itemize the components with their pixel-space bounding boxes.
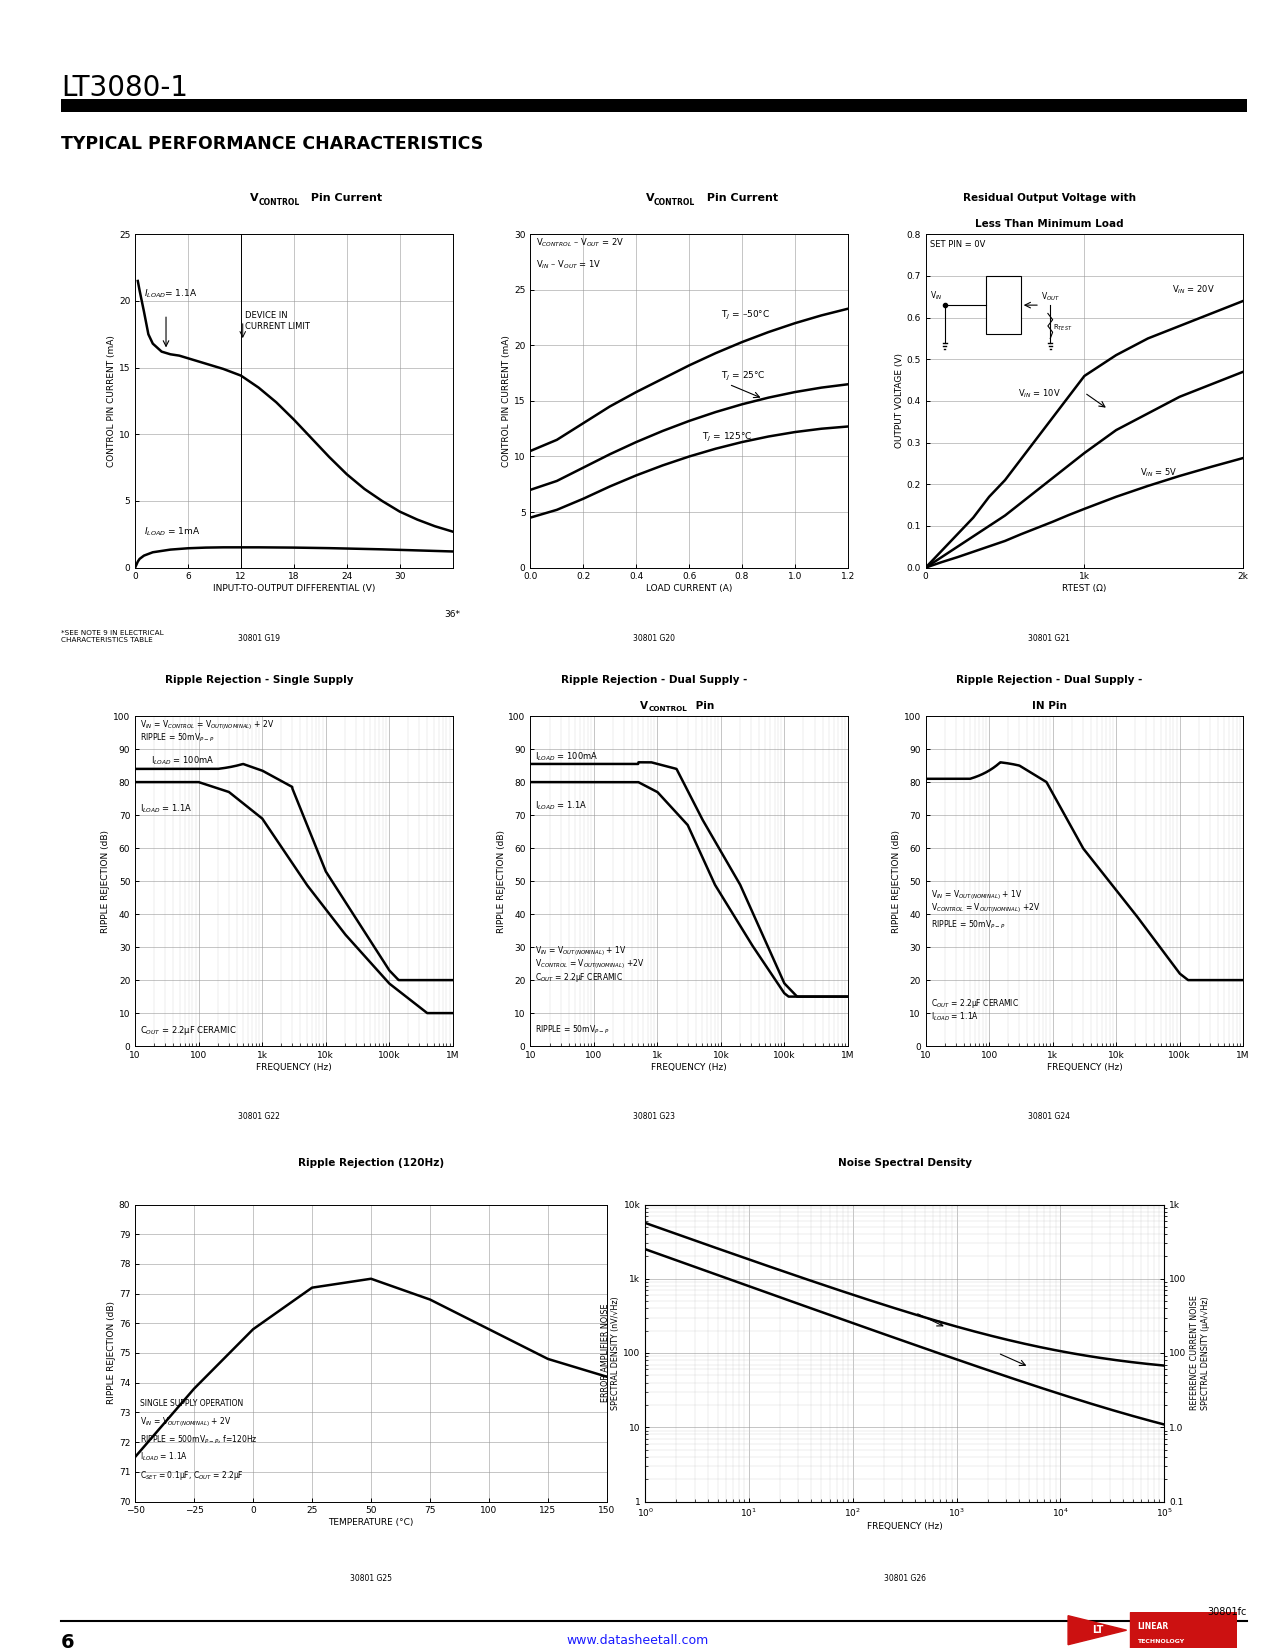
X-axis label: TEMPERATURE (°C): TEMPERATURE (°C): [329, 1518, 413, 1528]
Text: V$_{CONTROL}$ = V$_{OUT(NOMINAL)}$ +2V: V$_{CONTROL}$ = V$_{OUT(NOMINAL)}$ +2V: [931, 901, 1040, 916]
Y-axis label: REFERENCE CURRENT NOISE
SPECTRAL DENSITY (μA/√Hz): REFERENCE CURRENT NOISE SPECTRAL DENSITY…: [1191, 1295, 1210, 1411]
Text: I$_{LOAD}$ = 1.1A: I$_{LOAD}$ = 1.1A: [931, 1011, 979, 1023]
Text: V: V: [645, 193, 654, 203]
Text: RIPPLE = 50mV$_{P-P}$: RIPPLE = 50mV$_{P-P}$: [931, 919, 1005, 931]
Text: Ripple Rejection - Dual Supply -: Ripple Rejection - Dual Supply -: [956, 675, 1142, 685]
Text: RIPPLE = 50mV$_{P-P}$: RIPPLE = 50mV$_{P-P}$: [140, 733, 214, 744]
Text: T$_J$ = 25°C: T$_J$ = 25°C: [720, 370, 766, 383]
X-axis label: FREQUENCY (Hz): FREQUENCY (Hz): [652, 1063, 727, 1073]
Text: I$_{LOAD}$ = 100mA: I$_{LOAD}$ = 100mA: [536, 751, 599, 762]
Text: Less Than Minimum Load: Less Than Minimum Load: [975, 219, 1123, 229]
Y-axis label: RIPPLE REJECTION (dB): RIPPLE REJECTION (dB): [496, 830, 505, 932]
Text: T$_J$ = 125°C: T$_J$ = 125°C: [703, 431, 754, 444]
Text: 30801 G21: 30801 G21: [1029, 634, 1070, 642]
Text: Pin: Pin: [692, 701, 714, 711]
Text: Ripple Rejection - Single Supply: Ripple Rejection - Single Supply: [164, 675, 353, 685]
Text: CONTROL: CONTROL: [654, 198, 695, 206]
Y-axis label: OUTPUT VOLTAGE (V): OUTPUT VOLTAGE (V): [895, 353, 904, 449]
Y-axis label: RIPPLE REJECTION (dB): RIPPLE REJECTION (dB): [107, 1302, 116, 1404]
Y-axis label: ERROR AMPLIFIER NOISE
SPECTRAL DENSITY (nV/√Hz): ERROR AMPLIFIER NOISE SPECTRAL DENSITY (…: [601, 1297, 620, 1409]
Text: V$_{IN}$: V$_{IN}$: [931, 289, 944, 302]
Text: V$_{IN}$ = 20V: V$_{IN}$ = 20V: [1172, 284, 1215, 295]
Text: $I_{LOAD}$ = 1mA: $I_{LOAD}$ = 1mA: [144, 525, 200, 538]
X-axis label: LOAD CURRENT (A): LOAD CURRENT (A): [646, 584, 732, 594]
Text: SET PIN = 0V: SET PIN = 0V: [931, 239, 986, 249]
Text: C$_{OUT}$ = 2.2μF CERAMIC: C$_{OUT}$ = 2.2μF CERAMIC: [931, 998, 1019, 1010]
Text: V$_{CONTROL}$ – V$_{OUT}$ = 2V: V$_{CONTROL}$ – V$_{OUT}$ = 2V: [536, 236, 623, 249]
Text: I$_{LOAD}$ = 1.1A: I$_{LOAD}$ = 1.1A: [140, 804, 193, 815]
Text: Noise Spectral Density: Noise Spectral Density: [838, 1158, 972, 1168]
X-axis label: RTEST (Ω): RTEST (Ω): [1062, 584, 1107, 594]
Text: 30801fc: 30801fc: [1207, 1607, 1247, 1617]
Text: *SEE NOTE 9 IN ELECTRICAL
CHARACTERISTICS TABLE: *SEE NOTE 9 IN ELECTRICAL CHARACTERISTIC…: [61, 630, 163, 644]
Text: SINGLE SUPPLY OPERATION: SINGLE SUPPLY OPERATION: [140, 1399, 244, 1409]
Y-axis label: CONTROL PIN CURRENT (mA): CONTROL PIN CURRENT (mA): [502, 335, 511, 467]
Text: I$_{LOAD}$ = 1.1A: I$_{LOAD}$ = 1.1A: [140, 1450, 187, 1464]
Text: C$_{SET}$ = 0.1μF, C$_{OUT}$ = 2.2μF: C$_{SET}$ = 0.1μF, C$_{OUT}$ = 2.2μF: [140, 1468, 244, 1482]
Bar: [986, 276, 1021, 335]
Text: I$_{LOAD}$ = 1.1A: I$_{LOAD}$ = 1.1A: [536, 800, 588, 812]
Text: I$_{LOAD}$ = 100mA: I$_{LOAD}$ = 100mA: [152, 756, 214, 767]
Y-axis label: RIPPLE REJECTION (dB): RIPPLE REJECTION (dB): [101, 830, 110, 932]
Text: 30801 G20: 30801 G20: [634, 634, 674, 642]
Text: RIPPLE = 50mV$_{P-P}$: RIPPLE = 50mV$_{P-P}$: [536, 1025, 609, 1036]
Text: 36*: 36*: [445, 610, 460, 619]
Text: V$_{CONTROL}$ = V$_{OUT(NOMINAL)}$ +2V: V$_{CONTROL}$ = V$_{OUT(NOMINAL)}$ +2V: [536, 957, 645, 972]
Text: V$_{IN}$ – V$_{OUT}$ = 1V: V$_{IN}$ – V$_{OUT}$ = 1V: [536, 259, 602, 271]
Text: LINEAR: LINEAR: [1137, 1622, 1168, 1632]
Text: Pin Current: Pin Current: [307, 193, 382, 203]
Text: R$_{TEST}$: R$_{TEST}$: [1053, 323, 1072, 333]
Y-axis label: RIPPLE REJECTION (dB): RIPPLE REJECTION (dB): [891, 830, 900, 932]
Bar: [1130, 1612, 1237, 1648]
Text: 30801 G23: 30801 G23: [634, 1112, 674, 1120]
Text: Pin Current: Pin Current: [703, 193, 778, 203]
Text: V$_{IN}$ = V$_{OUT(NOMINAL)}$ + 1V: V$_{IN}$ = V$_{OUT(NOMINAL)}$ + 1V: [536, 944, 627, 959]
X-axis label: FREQUENCY (Hz): FREQUENCY (Hz): [867, 1521, 942, 1531]
Text: www.datasheetall.com: www.datasheetall.com: [566, 1634, 709, 1647]
Text: 30801 G26: 30801 G26: [884, 1574, 926, 1582]
Text: V: V: [250, 193, 259, 203]
Text: C$_{OUT}$ = 2.2μF CERAMIC: C$_{OUT}$ = 2.2μF CERAMIC: [140, 1025, 237, 1036]
Text: IN Pin: IN Pin: [1031, 701, 1067, 711]
Text: LT3080-1: LT3080-1: [61, 74, 189, 102]
Text: 30801 G19: 30801 G19: [238, 634, 279, 642]
Text: V$_{IN}$ = V$_{OUT(NOMINAL)}$ + 2V: V$_{IN}$ = V$_{OUT(NOMINAL)}$ + 2V: [140, 1416, 232, 1429]
Text: 30801 G25: 30801 G25: [351, 1574, 391, 1582]
Y-axis label: CONTROL PIN CURRENT (mA): CONTROL PIN CURRENT (mA): [107, 335, 116, 467]
Text: V$_{IN}$ = 10V: V$_{IN}$ = 10V: [1017, 388, 1061, 401]
Text: Ripple Rejection (120Hz): Ripple Rejection (120Hz): [298, 1158, 444, 1168]
Text: V$_{IN}$ = V$_{CONTROL}$ = V$_{OUT(NOMINAL)}$ + 2V: V$_{IN}$ = V$_{CONTROL}$ = V$_{OUT(NOMIN…: [140, 718, 274, 733]
Text: DEVICE IN
CURRENT LIMIT: DEVICE IN CURRENT LIMIT: [245, 312, 310, 330]
Text: V$_{OUT}$: V$_{OUT}$: [1040, 290, 1060, 304]
Text: CONTROL: CONTROL: [649, 706, 687, 713]
Text: TYPICAL PERFORMANCE CHARACTERISTICS: TYPICAL PERFORMANCE CHARACTERISTICS: [61, 135, 483, 153]
Polygon shape: [1068, 1615, 1127, 1645]
Text: V$_{IN}$ = 5V: V$_{IN}$ = 5V: [1140, 467, 1177, 480]
Text: 6: 6: [61, 1634, 75, 1650]
Text: 30801 G24: 30801 G24: [1029, 1112, 1070, 1120]
X-axis label: FREQUENCY (Hz): FREQUENCY (Hz): [256, 1063, 332, 1073]
Text: LT: LT: [1091, 1625, 1103, 1635]
Text: C$_{OUT}$ = 2.2μF CERAMIC: C$_{OUT}$ = 2.2μF CERAMIC: [536, 972, 623, 983]
Text: $I_{LOAD}$= 1.1A: $I_{LOAD}$= 1.1A: [144, 289, 198, 300]
Text: T$_J$ = –50°C: T$_J$ = –50°C: [720, 309, 770, 322]
Text: V$_{IN}$ = V$_{OUT(NOMINAL)}$ + 1V: V$_{IN}$ = V$_{OUT(NOMINAL)}$ + 1V: [931, 888, 1023, 903]
Text: Ripple Rejection - Dual Supply -: Ripple Rejection - Dual Supply -: [561, 675, 747, 685]
Text: TECHNOLOGY: TECHNOLOGY: [1137, 1638, 1184, 1643]
Text: CONTROL: CONTROL: [259, 198, 300, 206]
Text: V: V: [640, 701, 648, 711]
X-axis label: FREQUENCY (Hz): FREQUENCY (Hz): [1047, 1063, 1122, 1073]
X-axis label: INPUT-TO-OUTPUT DIFFERENTIAL (V): INPUT-TO-OUTPUT DIFFERENTIAL (V): [213, 584, 375, 594]
Text: Residual Output Voltage with: Residual Output Voltage with: [963, 193, 1136, 203]
Text: RIPPLE = 500mV$_{P-P}$, f=120Hz: RIPPLE = 500mV$_{P-P}$, f=120Hz: [140, 1434, 258, 1445]
Text: 30801 G22: 30801 G22: [238, 1112, 279, 1120]
